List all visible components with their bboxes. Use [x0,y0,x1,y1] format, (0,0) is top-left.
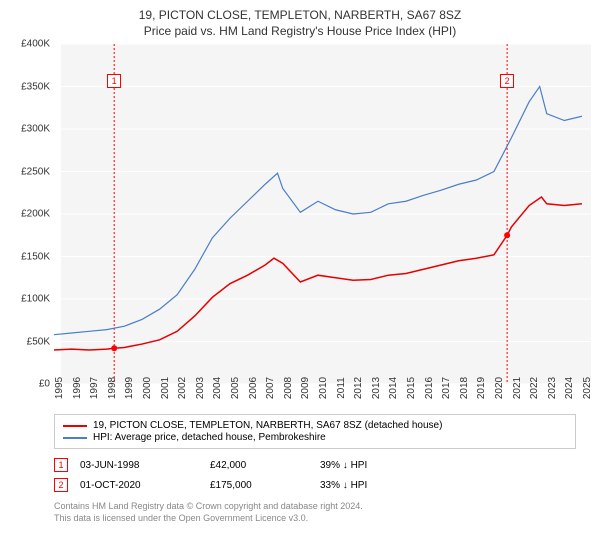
legend-label: 19, PICTON CLOSE, TEMPLETON, NARBERTH, S… [93,420,442,431]
chart-container: 19, PICTON CLOSE, TEMPLETON, NARBERTH, S… [0,0,600,560]
x-tick-label: 2016 [424,377,435,399]
y-tick-label: £300K [21,124,50,135]
x-tick-label: 2014 [388,377,399,399]
attribution-line1: Contains HM Land Registry data © Crown c… [54,501,576,513]
x-tick-label: 2017 [441,377,452,399]
transaction-price: £42,000 [210,460,320,471]
title-block: 19, PICTON CLOSE, TEMPLETON, NARBERTH, S… [8,8,592,38]
x-tick-label: 2006 [248,377,259,399]
x-tick-label: 2000 [142,377,153,399]
x-tick-label: 2010 [318,377,329,399]
x-tick-label: 2005 [230,377,241,399]
x-tick-label: 1995 [54,377,65,399]
y-tick-label: £350K [21,81,50,92]
x-tick-label: 2002 [177,377,188,399]
x-tick-label: 1996 [72,377,83,399]
series-line-property [54,197,582,350]
x-tick-label: 2024 [564,377,575,399]
legend-item: 19, PICTON CLOSE, TEMPLETON, NARBERTH, S… [63,420,567,431]
transaction-price: £175,000 [210,480,320,491]
transaction-pct: 39% ↓ HPI [320,460,430,471]
transaction-marker: 2 [54,478,68,492]
transaction-date: 01-OCT-2020 [80,480,210,491]
y-tick-label: £250K [21,166,50,177]
marker-box: 1 [107,74,121,88]
transaction-date: 03-JUN-1998 [80,460,210,471]
x-tick-label: 2004 [212,377,223,399]
chart-title-line1: 19, PICTON CLOSE, TEMPLETON, NARBERTH, S… [8,8,592,22]
x-tick-label: 2020 [494,377,505,399]
x-tick-label: 2021 [512,377,523,399]
x-tick-label: 2025 [582,377,593,399]
x-tick-label: 2018 [459,377,470,399]
legend-item: HPI: Average price, detached house, Pemb… [63,432,567,443]
x-tick-label: 2019 [476,377,487,399]
plot-region: 1995199619971998199920002001200220032004… [54,44,596,384]
chart-svg [54,44,596,384]
x-tick-label: 2003 [195,377,206,399]
legend-swatch [63,425,87,427]
x-tick-label: 2023 [547,377,558,399]
x-tick-label: 2012 [353,377,364,399]
attribution-line2: This data is licensed under the Open Gov… [54,513,576,525]
x-tick-label: 2022 [529,377,540,399]
y-tick-label: £0 [39,379,50,390]
chart-title-line2: Price paid vs. HM Land Registry's House … [8,24,592,38]
legend: 19, PICTON CLOSE, TEMPLETON, NARBERTH, S… [54,414,576,449]
marker-box: 2 [500,74,514,88]
legend-swatch [63,437,87,439]
transactions-table: 1 03-JUN-1998£42,00039% ↓ HPI 2 01-OCT-2020… [54,455,576,495]
x-tick-label: 2013 [371,377,382,399]
x-tick-label: 2008 [283,377,294,399]
x-tick-label: 2007 [265,377,276,399]
attribution: Contains HM Land Registry data © Crown c… [54,501,576,524]
transaction-row: 1 03-JUN-1998£42,00039% ↓ HPI [54,455,576,475]
x-tick-label: 1999 [124,377,135,399]
y-tick-label: £150K [21,251,50,262]
chart-area: £0£50K£100K£150K£200K£250K£300K£350K£400… [36,44,596,406]
x-tick-label: 2015 [406,377,417,399]
y-tick-label: £100K [21,294,50,305]
y-tick-label: £400K [21,39,50,50]
series-line-hpi [54,87,582,335]
x-tick-label: 2011 [336,377,347,399]
x-tick-label: 2009 [300,377,311,399]
x-tick-label: 2001 [160,377,171,399]
x-tick-label: 1997 [89,377,100,399]
transaction-pct: 33% ↓ HPI [320,480,430,491]
transaction-marker: 1 [54,458,68,472]
x-tick-label: 1998 [107,377,118,399]
legend-label: HPI: Average price, detached house, Pemb… [93,432,326,443]
y-tick-label: £50K [27,336,50,347]
y-tick-label: £200K [21,209,50,220]
transaction-row: 2 01-OCT-2020£175,00033% ↓ HPI [54,475,576,495]
